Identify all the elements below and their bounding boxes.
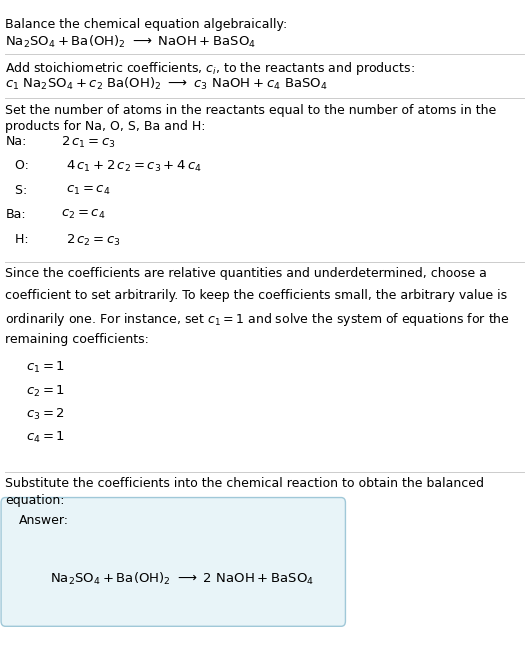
Text: $c_2 = c_4$: $c_2 = c_4$ [61,208,105,221]
Text: $2\,c_1 = c_3$: $2\,c_1 = c_3$ [61,135,116,149]
Text: $c_1 = c_4$: $c_1 = c_4$ [66,184,111,197]
FancyBboxPatch shape [1,498,345,626]
Text: Answer:: Answer: [19,514,69,527]
Text: $\mathrm{Na_2SO_4 + Ba(OH)_2 \ \longrightarrow \ 2\ NaOH + BaSO_4}$: $\mathrm{Na_2SO_4 + Ba(OH)_2 \ \longrigh… [50,571,314,587]
Text: Ba:: Ba: [5,208,26,221]
Text: equation:: equation: [5,494,65,507]
Text: S:: S: [11,184,27,197]
Text: Substitute the coefficients into the chemical reaction to obtain the balanced: Substitute the coefficients into the che… [5,477,484,490]
Text: coefficient to set arbitrarily. To keep the coefficients small, the arbitrary va: coefficient to set arbitrarily. To keep … [5,289,507,302]
Text: $c_2 = 1$: $c_2 = 1$ [26,384,66,399]
Text: H:: H: [11,233,28,246]
Text: O:: O: [11,159,29,172]
Text: $c_3 = 2$: $c_3 = 2$ [26,407,66,422]
Text: Set the number of atoms in the reactants equal to the number of atoms in the: Set the number of atoms in the reactants… [5,104,497,116]
Text: products for Na, O, S, Ba and H:: products for Na, O, S, Ba and H: [5,120,206,133]
Text: $c_1\ \mathrm{Na_2SO_4} + c_2\ \mathrm{Ba(OH)_2} \ \longrightarrow \ c_3\ \mathr: $c_1\ \mathrm{Na_2SO_4} + c_2\ \mathrm{B… [5,76,328,93]
Text: Na:: Na: [5,135,26,148]
Text: $c_1 = 1$: $c_1 = 1$ [26,360,66,375]
Text: Balance the chemical equation algebraically:: Balance the chemical equation algebraica… [5,18,288,31]
Text: remaining coefficients:: remaining coefficients: [5,333,149,346]
Text: Add stoichiometric coefficients, $c_i$, to the reactants and products:: Add stoichiometric coefficients, $c_i$, … [5,60,415,76]
Text: $\mathrm{Na_2SO_4 + Ba(OH)_2 \ \longrightarrow \ NaOH + BaSO_4}$: $\mathrm{Na_2SO_4 + Ba(OH)_2 \ \longrigh… [5,34,257,50]
Text: $4\,c_1 + 2\,c_2 = c_3 + 4\,c_4$: $4\,c_1 + 2\,c_2 = c_3 + 4\,c_4$ [66,159,202,174]
Text: Since the coefficients are relative quantities and underdetermined, choose a: Since the coefficients are relative quan… [5,267,487,280]
Text: $c_4 = 1$: $c_4 = 1$ [26,430,66,445]
Text: ordinarily one. For instance, set $c_1 = 1$ and solve the system of equations fo: ordinarily one. For instance, set $c_1 =… [5,311,510,328]
Text: $2\,c_2 = c_3$: $2\,c_2 = c_3$ [66,233,121,248]
